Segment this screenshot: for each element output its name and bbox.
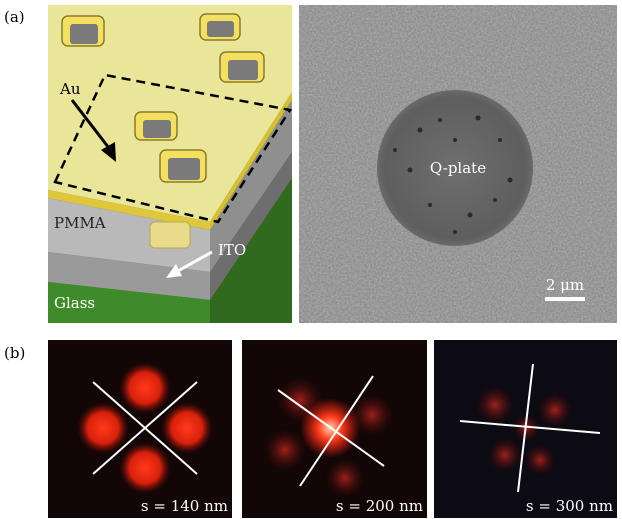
hole-floor: [168, 158, 200, 180]
glass-front: [48, 282, 210, 323]
hole-floor: [143, 120, 171, 138]
cross-line: [299, 375, 374, 487]
cross-line: [92, 381, 198, 475]
ito-label: ITO: [218, 241, 246, 259]
caption: s = 200 nm: [336, 497, 423, 515]
q-plate-label: Q-plate: [430, 159, 486, 177]
dot: [438, 118, 442, 122]
dot: [393, 148, 397, 152]
caption: s = 140 nm: [141, 497, 228, 515]
beam-image: s = 200 nm: [242, 340, 427, 518]
scale-bar-label: 2 μm: [546, 276, 584, 294]
scale-bar: [545, 297, 585, 301]
beam-image: s = 140 nm: [48, 340, 232, 518]
au-arrow: [70, 99, 114, 153]
ito-front: [48, 252, 210, 300]
dot: [428, 203, 432, 207]
panel-label: (a): [4, 8, 25, 26]
lobe: [325, 458, 365, 498]
hole-floor: [207, 21, 234, 37]
hole-floors: [70, 21, 258, 180]
schematic: Au PMMA ITO Glass: [48, 5, 293, 323]
dot: [417, 127, 423, 133]
lobe: [263, 428, 307, 472]
dot: [453, 138, 457, 142]
lobe: [119, 362, 171, 414]
hole-floor: [70, 24, 98, 44]
pmma-side: [210, 100, 292, 272]
glass-label: Glass: [54, 294, 95, 312]
lobe: [119, 442, 171, 494]
dot: [507, 177, 513, 183]
ito-side: [210, 152, 292, 300]
dot: [407, 167, 413, 173]
dot: [453, 230, 457, 234]
dot: [475, 115, 481, 121]
sem-image: Q-plate 2 μm: [299, 5, 617, 323]
pmma-label: PMMA: [54, 214, 106, 232]
ito-block: [149, 221, 191, 249]
cross-line: [459, 420, 601, 434]
caption: s = 300 nm: [526, 497, 613, 515]
dot: [498, 138, 502, 142]
q-plate: [377, 90, 533, 246]
lobe: [350, 393, 394, 437]
gold-edge: [48, 190, 210, 230]
dashed-outline: [53, 73, 293, 224]
lobe: [77, 402, 129, 454]
ito-arrow: [175, 250, 213, 274]
beam-image: s = 300 nm: [434, 340, 617, 518]
au-label: Au: [59, 80, 81, 98]
cross-line: [517, 363, 534, 493]
q-plate-dots: [393, 115, 513, 234]
hole-floor: [228, 60, 258, 80]
cross-line: [277, 389, 385, 467]
ito-arrowhead: [166, 264, 182, 278]
pmma-front: [48, 198, 210, 272]
gold-side: [210, 92, 292, 230]
lobe: [524, 444, 556, 476]
lobe: [487, 437, 523, 473]
lobe: [537, 392, 573, 428]
dot: [467, 212, 473, 218]
lobe: [475, 385, 515, 425]
lobe: [161, 402, 213, 454]
au-arrowhead: [101, 142, 116, 162]
panel-label: (b): [4, 344, 25, 362]
dot: [493, 198, 497, 202]
